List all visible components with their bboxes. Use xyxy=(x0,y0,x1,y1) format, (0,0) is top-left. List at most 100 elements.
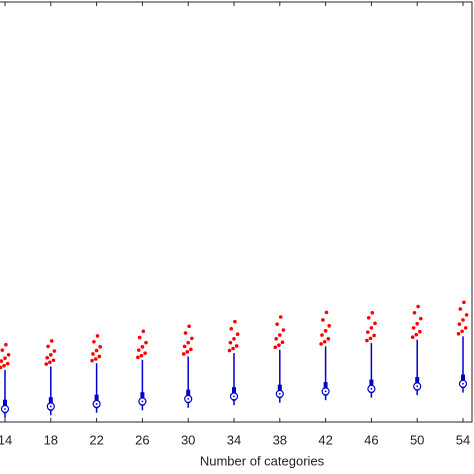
x-tick-label: 54 xyxy=(456,432,470,447)
outlier xyxy=(51,358,56,363)
outlier xyxy=(416,304,420,309)
outlier xyxy=(414,332,419,337)
outlier xyxy=(458,307,463,311)
x-tick-label: 14 xyxy=(0,432,12,447)
x-tick-label: 38 xyxy=(273,432,287,447)
outlier xyxy=(327,324,332,328)
outlier xyxy=(319,342,323,346)
median-dot xyxy=(95,403,98,405)
x-tick-label: 42 xyxy=(318,432,332,447)
outlier xyxy=(48,360,52,365)
outlier xyxy=(418,329,422,334)
outlier xyxy=(228,340,233,345)
outlier xyxy=(189,347,193,352)
outlier xyxy=(98,345,102,349)
outlier xyxy=(94,348,99,353)
outlier xyxy=(457,322,462,326)
outlier xyxy=(273,345,278,350)
outlier xyxy=(141,329,146,334)
outlier xyxy=(456,332,461,336)
outlier xyxy=(52,349,57,353)
outlier xyxy=(144,340,148,345)
outlier xyxy=(0,359,4,363)
outlier xyxy=(187,324,191,329)
outlier xyxy=(234,344,239,348)
outlier xyxy=(137,348,141,352)
outlier xyxy=(49,353,53,357)
outlier xyxy=(140,345,145,349)
median-dot xyxy=(141,400,144,403)
outlier xyxy=(419,316,423,321)
outlier xyxy=(4,342,8,347)
outlier xyxy=(185,350,190,354)
outlier xyxy=(139,353,144,358)
median-dot xyxy=(187,398,190,400)
outlier xyxy=(0,365,3,370)
outlier xyxy=(411,326,416,330)
outlier xyxy=(370,311,375,315)
outlier xyxy=(231,346,235,351)
outlier xyxy=(368,336,373,341)
outlier xyxy=(320,333,324,337)
outlier xyxy=(92,339,96,344)
outlier xyxy=(274,337,279,341)
outlier xyxy=(46,344,50,349)
outlier xyxy=(181,352,186,356)
outlier xyxy=(275,322,279,326)
outlier xyxy=(2,363,6,368)
outlier xyxy=(183,331,188,335)
outlier xyxy=(49,339,54,343)
outlier xyxy=(464,313,469,317)
axes-box xyxy=(0,1,473,423)
median-dot xyxy=(462,382,464,385)
outlier xyxy=(277,343,281,347)
outlier xyxy=(366,316,371,320)
outlier xyxy=(90,358,94,363)
outlier xyxy=(3,356,7,360)
outlier xyxy=(461,318,465,322)
median-dot xyxy=(4,408,6,410)
x-tick-label: 26 xyxy=(135,432,149,447)
outlier xyxy=(0,348,5,352)
outlier xyxy=(412,311,417,315)
outlier xyxy=(323,329,328,333)
outlier xyxy=(137,335,142,340)
outlier xyxy=(278,315,283,319)
outlier xyxy=(44,362,49,366)
outlier xyxy=(410,335,415,339)
outlier xyxy=(182,344,187,349)
outlier xyxy=(365,338,369,343)
outlier xyxy=(186,340,190,345)
x-tick-label: 18 xyxy=(44,432,58,447)
x-axis-label: Number of categories xyxy=(200,453,325,468)
outlier xyxy=(460,329,464,334)
median-dot xyxy=(370,387,373,390)
x-tick-label: 46 xyxy=(364,432,378,447)
outlier xyxy=(463,326,468,330)
outlier xyxy=(95,334,100,338)
outlier xyxy=(97,354,102,359)
outlier xyxy=(190,336,194,341)
outlier xyxy=(235,332,240,337)
outlier xyxy=(229,326,234,331)
median-dot xyxy=(324,390,327,393)
outlier xyxy=(278,333,282,337)
outlier xyxy=(326,337,331,341)
median-dot xyxy=(233,395,235,398)
outlier xyxy=(322,339,327,344)
outlier xyxy=(372,333,376,338)
x-tick-label: 50 xyxy=(410,432,424,447)
x-tick-label: 22 xyxy=(89,432,103,447)
outlier xyxy=(232,337,236,341)
median-dot xyxy=(49,405,52,408)
outlier xyxy=(324,310,329,315)
median-dot xyxy=(278,392,281,395)
outlier xyxy=(233,319,237,324)
outlier xyxy=(281,328,286,332)
outlier xyxy=(136,355,140,360)
outlier xyxy=(373,321,377,326)
x-tick-label: 30 xyxy=(181,432,195,447)
outlier xyxy=(321,318,325,322)
